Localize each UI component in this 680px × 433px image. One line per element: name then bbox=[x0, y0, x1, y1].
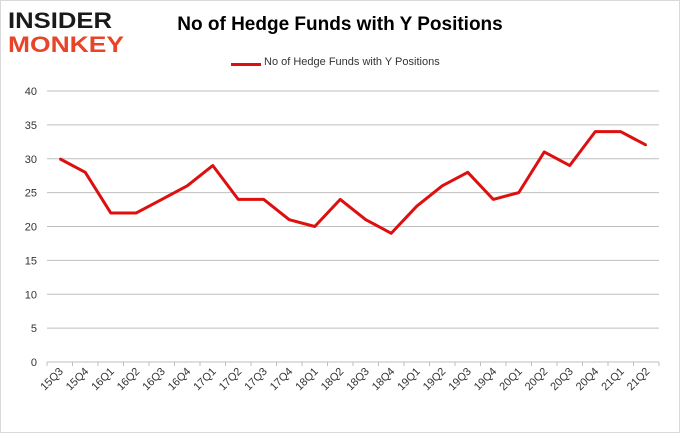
x-tick-label: 16Q3 bbox=[140, 366, 168, 394]
data-point bbox=[466, 171, 469, 174]
x-tick-label: 18Q2 bbox=[319, 366, 347, 394]
data-point bbox=[492, 198, 495, 201]
data-point bbox=[517, 191, 520, 194]
insider-monkey-logo: INSIDER MONKEY bbox=[8, 8, 124, 56]
x-tick-label: 19Q3 bbox=[446, 366, 474, 394]
y-tick-label: 20 bbox=[25, 222, 37, 234]
x-tick-label: 18Q3 bbox=[344, 366, 372, 394]
logo-line1: INSIDER bbox=[8, 8, 112, 33]
x-tick-label: 19Q2 bbox=[421, 366, 449, 394]
data-point bbox=[186, 185, 189, 187]
chart-title: No of Hedge Funds with Y Positions bbox=[177, 14, 503, 35]
data-point bbox=[84, 171, 87, 174]
data-point bbox=[211, 164, 214, 167]
x-tick-label: 16Q2 bbox=[115, 366, 143, 394]
y-tick-label: 30 bbox=[25, 154, 37, 166]
x-tick-label: 21Q1 bbox=[599, 366, 627, 394]
y-tick-label: 15 bbox=[25, 255, 37, 267]
y-tick-label: 40 bbox=[25, 86, 37, 98]
chart-legend: No of Hedge Funds with Y Positions bbox=[226, 56, 486, 72]
x-tick-label: 17Q4 bbox=[268, 366, 296, 394]
x-tick-label: 17Q3 bbox=[242, 366, 270, 394]
logo-line2: MONKEY bbox=[8, 32, 124, 56]
data-point bbox=[441, 185, 444, 187]
data-point bbox=[645, 144, 648, 146]
x-tick-label: 20Q3 bbox=[548, 366, 576, 394]
data-point bbox=[160, 198, 163, 201]
y-tick-label: 10 bbox=[25, 289, 37, 301]
data-point bbox=[288, 218, 291, 221]
data-point bbox=[237, 198, 240, 201]
x-tick-label: 15Q3 bbox=[38, 366, 66, 394]
data-point bbox=[262, 198, 265, 201]
data-point bbox=[109, 212, 112, 214]
data-point bbox=[58, 157, 61, 160]
x-tick-label: 20Q1 bbox=[497, 366, 525, 394]
data-point bbox=[619, 130, 622, 133]
x-tick-label: 16Q1 bbox=[89, 366, 117, 394]
x-tick-label: 18Q1 bbox=[293, 366, 321, 394]
x-tick-label: 17Q2 bbox=[217, 366, 245, 394]
data-point bbox=[135, 212, 138, 214]
y-tick-label: 0 bbox=[31, 357, 37, 369]
series-line bbox=[59, 130, 647, 235]
x-tick-label: 15Q4 bbox=[64, 366, 92, 394]
legend-swatch bbox=[231, 63, 261, 66]
x-tick-label: 16Q4 bbox=[166, 366, 194, 394]
data-point bbox=[313, 225, 316, 228]
data-point bbox=[339, 198, 342, 201]
x-tick-label: 19Q4 bbox=[472, 366, 500, 394]
y-tick-label: 35 bbox=[25, 120, 37, 132]
x-tick-label: 20Q2 bbox=[523, 366, 551, 394]
x-tick-label: 18Q4 bbox=[370, 366, 398, 394]
y-tick-label: 5 bbox=[31, 323, 37, 335]
y-tick-label: 25 bbox=[25, 188, 37, 200]
data-point bbox=[390, 232, 393, 235]
data-point bbox=[568, 164, 571, 167]
x-tick-label: 19Q1 bbox=[395, 366, 423, 394]
legend-label: No of Hedge Funds with Y Positions bbox=[264, 56, 440, 68]
data-point bbox=[415, 205, 418, 207]
x-tick-label: 20Q4 bbox=[574, 366, 602, 394]
data-point bbox=[543, 151, 546, 153]
x-tick-label: 17Q1 bbox=[191, 366, 219, 394]
data-point bbox=[364, 218, 367, 221]
x-tick-label: 21Q2 bbox=[625, 366, 653, 394]
data-point bbox=[594, 130, 597, 133]
